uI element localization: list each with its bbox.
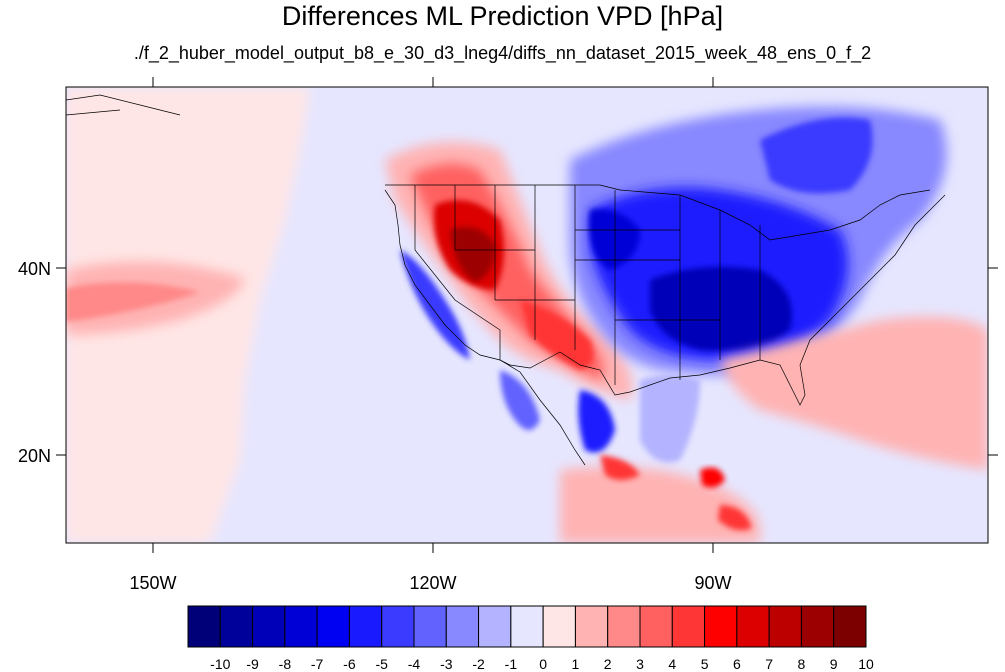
colorbar-swatch bbox=[187, 605, 221, 648]
colorbar-swatch bbox=[510, 605, 544, 648]
plot-title: Differences ML Prediction VPD [hPa] bbox=[281, 1, 724, 31]
colorbar-swatch bbox=[833, 605, 867, 648]
colorbar-label: -6 bbox=[343, 656, 356, 672]
colorbar-swatch bbox=[445, 605, 480, 648]
plot-subtitle: ./f_2_huber_model_output_b8_e_30_d3_lneg… bbox=[133, 43, 872, 63]
colorbar-swatch bbox=[671, 605, 706, 648]
colorbar-label: 9 bbox=[829, 656, 838, 672]
colorbar-swatch bbox=[381, 605, 415, 648]
colorbar-label: 10 bbox=[858, 656, 874, 672]
colorbar-label: -8 bbox=[278, 656, 292, 672]
lon-label-90w: 90W bbox=[694, 573, 732, 593]
colorbar-swatch bbox=[348, 605, 383, 648]
colorbar-label: 6 bbox=[732, 656, 741, 672]
colorbar-swatch bbox=[413, 605, 447, 648]
colorbar-swatch bbox=[219, 605, 254, 648]
colorbar-swatch bbox=[607, 605, 641, 648]
axis-ticks bbox=[56, 77, 998, 553]
lat-label-20n: 20N bbox=[18, 446, 52, 466]
colorbar-label: 1 bbox=[571, 656, 580, 672]
colorbar-swatch bbox=[800, 605, 835, 648]
lon-label-120w: 120W bbox=[409, 573, 457, 593]
colorbar-label: -2 bbox=[472, 656, 485, 672]
colorbar-label: -7 bbox=[310, 656, 324, 672]
colorbar-label: -3 bbox=[440, 656, 453, 672]
plot-frame bbox=[65, 86, 989, 544]
colorbar-swatch bbox=[284, 605, 318, 648]
colorbar-label: 4 bbox=[668, 656, 677, 672]
map-boundaries bbox=[66, 94, 946, 466]
colorbar-swatch bbox=[704, 605, 738, 648]
colorbar-label: 8 bbox=[797, 656, 806, 672]
lon-label-150w: 150W bbox=[129, 573, 177, 593]
colorbar-swatch bbox=[736, 605, 770, 648]
colorbar-label: -10 bbox=[210, 656, 231, 672]
colorbar-swatch bbox=[768, 605, 802, 648]
colorbar-label: -9 bbox=[246, 656, 259, 672]
colorbar-swatch bbox=[574, 605, 609, 648]
lat-label-40n: 40N bbox=[18, 259, 52, 279]
colorbar-swatch bbox=[316, 605, 350, 648]
colorbar-label: -1 bbox=[504, 656, 518, 672]
colorbar-label: 5 bbox=[700, 656, 709, 672]
colorbar-swatch bbox=[478, 605, 512, 648]
colorbar-swatch bbox=[639, 605, 673, 648]
colorbar-swatch bbox=[542, 605, 576, 648]
colorbar-label: -5 bbox=[375, 656, 388, 672]
colorbar-label: -4 bbox=[407, 656, 421, 672]
colorbar bbox=[187, 605, 867, 648]
colorbar-label: 3 bbox=[636, 656, 644, 672]
colorbar-label: 7 bbox=[765, 656, 773, 672]
colorbar-label: 0 bbox=[539, 656, 547, 672]
colorbar-swatch bbox=[252, 605, 286, 648]
anomaly-field bbox=[66, 87, 988, 543]
colorbar-label: 2 bbox=[603, 656, 612, 672]
